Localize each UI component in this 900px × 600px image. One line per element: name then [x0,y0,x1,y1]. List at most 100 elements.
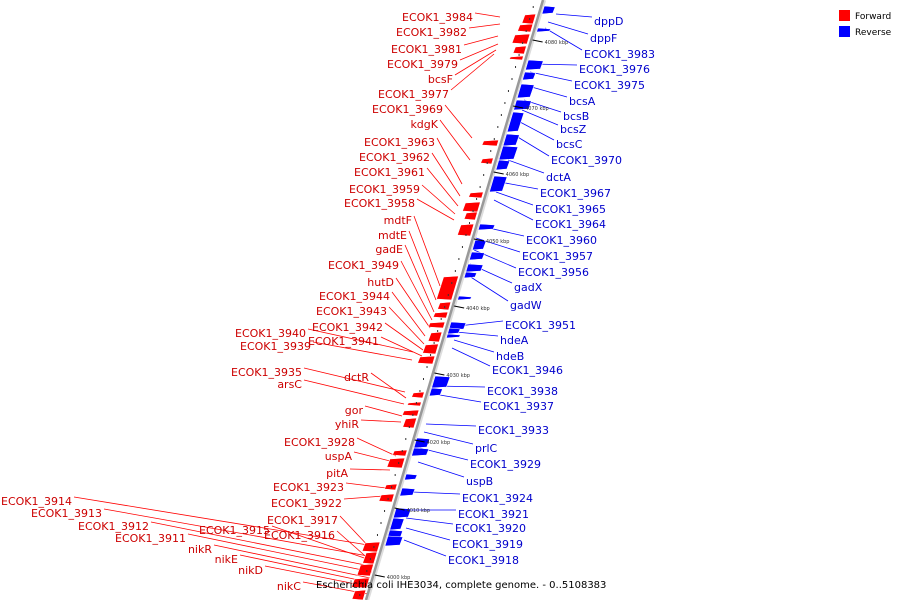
reverse-gene-label[interactable]: bcsZ [560,123,587,136]
forward-gene-label[interactable]: ECOK1_3928 [284,436,355,449]
reverse-gene-label[interactable]: ECOK1_3957 [522,250,593,263]
minor-tick [444,306,446,308]
forward-leader-line [436,137,463,185]
reverse-gene-label[interactable]: prlC [475,442,498,455]
forward-gene-label[interactable]: bcsF [428,73,453,86]
forward-gene-label[interactable]: ECOK1_3941 [308,335,379,348]
forward-gene-label[interactable]: ECOK1_3939 [240,340,311,353]
reverse-gene-label[interactable]: ECOK1_3921 [458,508,529,521]
reverse-gene-label[interactable]: uspB [466,475,493,488]
forward-gene-label[interactable]: nikC [277,580,301,593]
reverse-gene-label[interactable]: ECOK1_3960 [526,234,597,247]
forward-gene-label[interactable]: ECOK1_3962 [359,151,430,164]
forward-leader-line [360,419,402,423]
reverse-gene-label[interactable]: hdeA [500,334,529,347]
forward-gene-label[interactable]: dctR [344,371,369,384]
forward-gene-label[interactable]: kdgK [410,118,438,131]
forward-gene-label[interactable]: ECOK1_3913 [31,507,102,520]
forward-leader-line [103,508,369,557]
forward-gene-label[interactable]: gadE [375,243,403,256]
minor-tick [408,426,410,428]
forward-gene-label[interactable]: yhiR [335,418,360,431]
forward-gene-label[interactable]: ECOK1_3982 [396,26,467,39]
reverse-gene-label[interactable]: ECOK1_3919 [452,538,523,551]
forward-gene-label[interactable]: ECOK1_3979 [387,58,458,71]
forward-gene-label[interactable]: mdtE [378,229,407,242]
forward-gene-label[interactable]: ECOK1_3944 [319,290,390,303]
reverse-gene-label[interactable]: dctA [546,171,571,184]
reverse-gene-label[interactable]: ECOK1_3956 [518,266,589,279]
forward-gene-label[interactable]: ECOK1_3935 [231,366,302,379]
forward-gene-label[interactable]: ECOK1_3984 [402,11,473,24]
forward-gene-label[interactable]: ECOK1_3922 [271,497,342,510]
forward-gene-label[interactable]: ECOK1_3981 [391,43,462,56]
reverse-gene-label[interactable]: ECOK1_3976 [579,63,650,76]
reverse-gene-label[interactable]: ECOK1_3920 [455,522,526,535]
reverse-gene-label[interactable]: ECOK1_3983 [584,48,655,61]
reverse-gene-label[interactable]: ECOK1_3938 [487,385,558,398]
forward-gene-label[interactable]: nikD [238,564,263,577]
minor-tick [387,498,389,500]
minor-tick [522,42,524,44]
forward-gene-label[interactable]: nikE [215,553,238,566]
reverse-gene-block [477,223,496,231]
reverse-gene-label[interactable]: gadW [510,299,542,312]
reverse-leader-line [493,199,534,221]
forward-gene-label[interactable]: gor [345,404,364,417]
forward-gene-label[interactable]: ECOK1_3923 [273,481,344,494]
forward-gene-label[interactable]: ECOK1_3914 [1,495,72,508]
reverse-gene-label[interactable]: ECOK1_3965 [535,203,606,216]
forward-leader-line [73,496,369,546]
reverse-gene-label[interactable]: ECOK1_3937 [483,400,554,413]
reverse-gene-label[interactable]: ECOK1_3918 [448,554,519,567]
forward-gene-label[interactable]: ECOK1_3969 [372,103,443,116]
reverse-gene-label[interactable]: ECOK1_3929 [470,458,541,471]
forward-leader-line [187,533,373,573]
forward-gene-label[interactable]: nikR [188,543,212,556]
reverse-leader-line [529,71,573,82]
forward-gene-label[interactable]: ECOK1_3949 [328,259,399,272]
forward-gene-label[interactable]: ECOK1_3943 [316,305,387,318]
legend-label: Reverse [855,28,892,38]
forward-leader-line [370,372,407,399]
reverse-gene-label[interactable]: ECOK1_3967 [540,187,611,200]
forward-gene-label[interactable]: pitA [326,467,348,480]
reverse-gene-label[interactable]: hdeB [496,350,524,363]
forward-leader-line [388,306,425,345]
forward-gene-label[interactable]: ECOK1_3915 [199,524,270,537]
forward-gene-label[interactable]: ECOK1_3912 [78,520,149,533]
minor-tick [384,510,386,512]
reverse-gene-label[interactable]: bcsC [556,138,583,151]
minor-tick [461,246,463,248]
reverse-gene-label[interactable]: dppF [590,32,617,45]
reverse-gene-label[interactable]: ECOK1_3964 [535,218,606,231]
forward-gene-label[interactable]: ECOK1_3917 [267,514,338,527]
forward-gene-label[interactable]: ECOK1_3963 [364,136,435,149]
forward-gene-label[interactable]: ECOK1_3911 [115,532,186,545]
forward-gene-block [351,577,370,589]
minor-tick [376,534,378,536]
reverse-gene-block [502,133,520,147]
forward-gene-label[interactable]: ECOK1_3977 [378,88,449,101]
reverse-gene-label[interactable]: bcsB [563,110,589,123]
reverse-gene-label[interactable]: ECOK1_3951 [505,319,576,332]
forward-gene-label[interactable]: ECOK1_3958 [344,197,415,210]
reverse-gene-label[interactable]: ECOK1_3924 [462,492,533,505]
reverse-gene-label[interactable]: ECOK1_3970 [551,154,622,167]
forward-gene-label[interactable]: arsC [277,378,302,391]
reverse-gene-label[interactable]: ECOK1_3946 [492,364,563,377]
forward-gene-label[interactable]: hutD [367,276,394,289]
forward-gene-label[interactable]: ECOK1_3916 [264,529,335,542]
forward-gene-label[interactable]: ECOK1_3942 [312,321,383,334]
reverse-gene-label[interactable]: gadX [514,281,543,294]
forward-gene-label[interactable]: uspA [325,450,353,463]
forward-gene-label[interactable]: ECOK1_3940 [235,327,306,340]
forward-gene-label[interactable]: ECOK1_3961 [354,166,425,179]
forward-gene-label[interactable]: mdtF [384,214,412,227]
reverse-gene-label[interactable]: ECOK1_3975 [574,79,645,92]
reverse-gene-label[interactable]: dppD [594,15,623,28]
reverse-gene-label[interactable]: ECOK1_3933 [478,424,549,437]
reverse-gene-label[interactable]: bcsA [569,95,596,108]
reverse-gene-block [516,83,535,99]
forward-gene-label[interactable]: ECOK1_3959 [349,183,420,196]
